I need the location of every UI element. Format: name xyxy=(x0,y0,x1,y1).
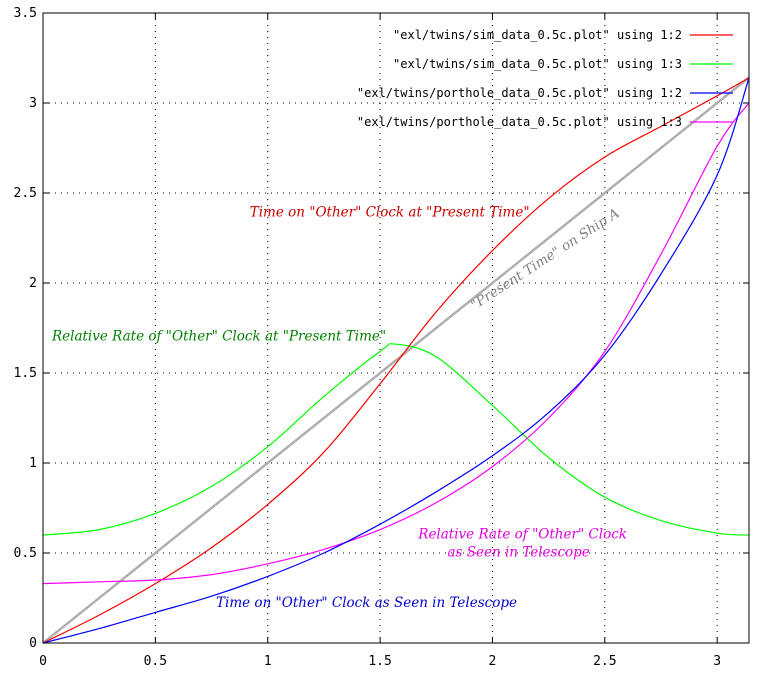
x-tick-label: 3 xyxy=(713,654,721,669)
legend-label: "exl/twins/sim_data_0.5c.plot" using 1:3 xyxy=(393,57,682,71)
legend-label: "exl/twins/porthole_data_0.5c.plot" usin… xyxy=(357,115,682,129)
series-line-2 xyxy=(42,343,750,536)
y-tick-label: 0 xyxy=(29,636,37,651)
annotation-label: Relative Rate of "Other" Clock xyxy=(417,527,627,543)
x-tick-label: 2 xyxy=(489,654,497,669)
series-line-3 xyxy=(42,77,750,644)
x-tick-label: 1 xyxy=(264,654,272,669)
y-tick-label: 3 xyxy=(29,96,37,111)
annotations: Time on "Other" Clock at "Present Time""… xyxy=(51,204,627,611)
series-lines xyxy=(42,76,750,644)
series-line-5 xyxy=(42,76,750,644)
legend-label: "exl/twins/porthole_data_0.5c.plot" usin… xyxy=(357,86,682,100)
x-tick-label: 0.5 xyxy=(144,654,167,669)
y-tick-label: 2 xyxy=(29,276,37,291)
y-tick-label: 0.5 xyxy=(14,546,37,561)
y-tick-label: 3.5 xyxy=(14,6,37,21)
grid xyxy=(43,13,749,643)
x-tick-label: 1.5 xyxy=(368,654,391,669)
annotation-label: "Present Time" on Ship A xyxy=(468,205,623,313)
series-line-4 xyxy=(42,102,750,585)
annotation-label: Relative Rate of "Other" Clock at "Prese… xyxy=(51,329,386,345)
legend-label: "exl/twins/sim_data_0.5c.plot" using 1:2 xyxy=(393,28,682,42)
series-line-1 xyxy=(42,77,750,644)
x-tick-label: 2.5 xyxy=(593,654,616,669)
annotation-label: Time on "Other" Clock at "Present Time" xyxy=(250,204,530,220)
y-tick-label: 1 xyxy=(29,456,37,471)
y-tick-label: 2.5 xyxy=(14,186,37,201)
plot-frame xyxy=(42,12,750,644)
x-tick-label: 0 xyxy=(39,654,47,669)
y-tick-label: 1.5 xyxy=(14,366,37,381)
legend: "exl/twins/sim_data_0.5c.plot" using 1:2… xyxy=(357,28,733,129)
annotation-label: Time on "Other" Clock as Seen in Telesco… xyxy=(216,595,517,611)
annotation-label: as Seen in Telescope xyxy=(448,545,590,561)
